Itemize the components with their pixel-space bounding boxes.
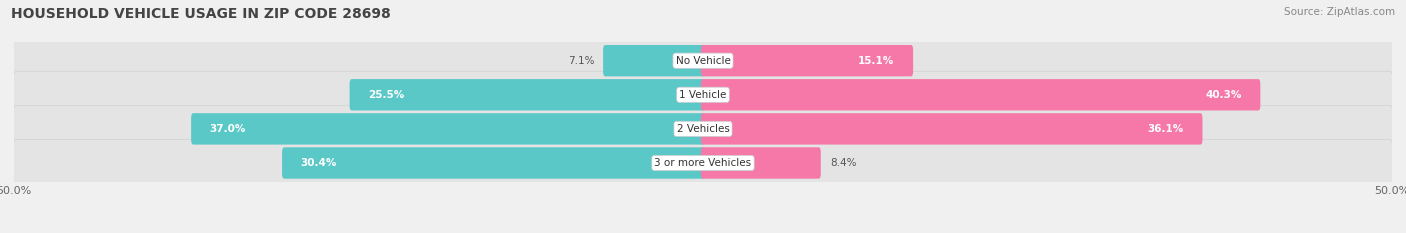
Text: 8.4%: 8.4%: [830, 158, 856, 168]
FancyBboxPatch shape: [702, 113, 1202, 144]
Text: 37.0%: 37.0%: [209, 124, 246, 134]
Text: 3 or more Vehicles: 3 or more Vehicles: [654, 158, 752, 168]
FancyBboxPatch shape: [191, 113, 704, 144]
FancyBboxPatch shape: [13, 140, 1393, 186]
Text: 15.1%: 15.1%: [858, 56, 894, 66]
Legend: Owner-occupied, Renter-occupied: Owner-occupied, Renter-occupied: [593, 231, 813, 233]
Text: HOUSEHOLD VEHICLE USAGE IN ZIP CODE 28698: HOUSEHOLD VEHICLE USAGE IN ZIP CODE 2869…: [11, 7, 391, 21]
Text: 2 Vehicles: 2 Vehicles: [676, 124, 730, 134]
Text: 30.4%: 30.4%: [301, 158, 337, 168]
FancyBboxPatch shape: [13, 105, 1393, 152]
FancyBboxPatch shape: [350, 79, 704, 110]
FancyBboxPatch shape: [702, 147, 821, 179]
Text: 36.1%: 36.1%: [1147, 124, 1184, 134]
Text: 1 Vehicle: 1 Vehicle: [679, 90, 727, 100]
Text: Source: ZipAtlas.com: Source: ZipAtlas.com: [1284, 7, 1395, 17]
FancyBboxPatch shape: [603, 45, 704, 76]
Text: 40.3%: 40.3%: [1205, 90, 1241, 100]
FancyBboxPatch shape: [13, 37, 1393, 84]
FancyBboxPatch shape: [702, 79, 1260, 110]
FancyBboxPatch shape: [702, 45, 912, 76]
Text: 7.1%: 7.1%: [568, 56, 595, 66]
FancyBboxPatch shape: [13, 71, 1393, 118]
Text: 25.5%: 25.5%: [368, 90, 405, 100]
FancyBboxPatch shape: [283, 147, 704, 179]
Text: No Vehicle: No Vehicle: [675, 56, 731, 66]
